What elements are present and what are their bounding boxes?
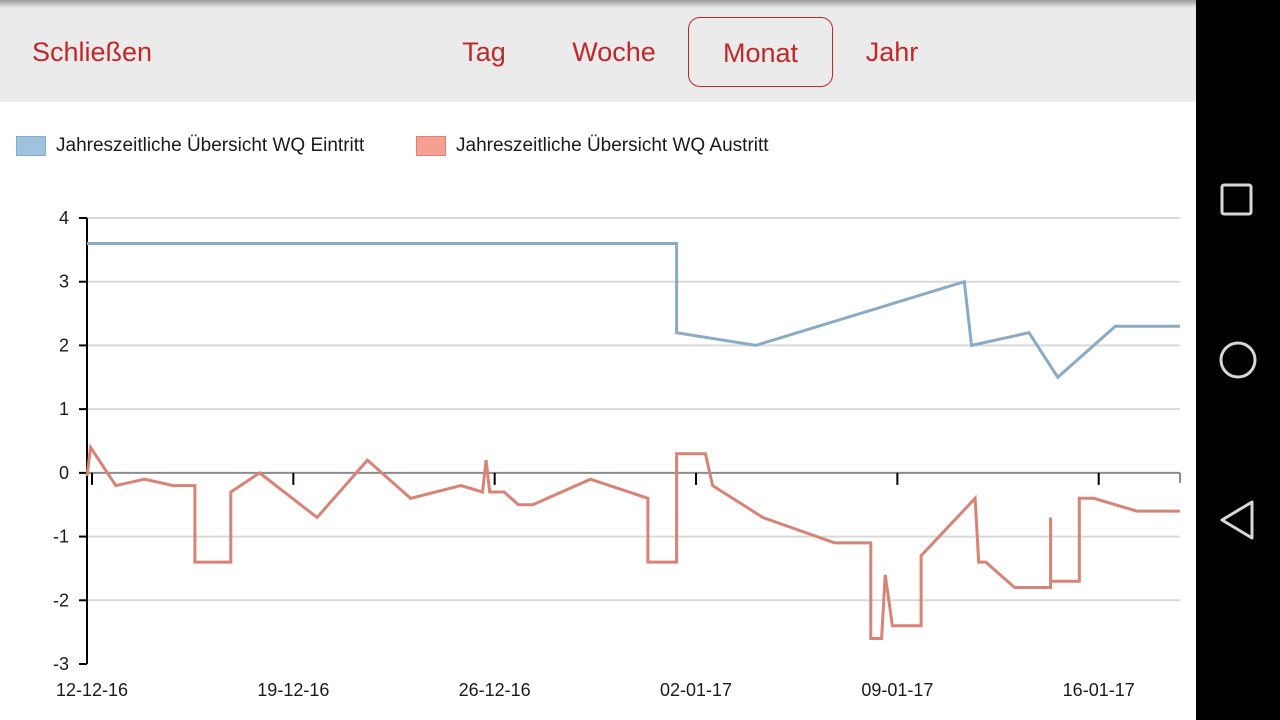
- legend-label-eintritt: Jahreszeitliche Übersicht WQ Eintritt: [56, 135, 365, 156]
- legend-label-austritt: Jahreszeitliche Übersicht WQ Austritt: [456, 135, 769, 156]
- series-line-1: [85, 443, 1180, 640]
- y-tick-label: -2: [53, 590, 69, 610]
- x-tick-label: 16-01-17: [1063, 680, 1135, 700]
- axes: [79, 217, 1181, 665]
- recents-square-icon: [1220, 183, 1253, 216]
- tab-month[interactable]: Monat: [688, 17, 833, 87]
- x-tick-label: 26-12-16: [459, 680, 531, 700]
- tab-week[interactable]: Woche: [572, 37, 656, 67]
- y-tick-label: 1: [59, 399, 69, 419]
- app-window: Schließen Tag Woche Monat Jahr Jahreszei…: [0, 0, 1196, 700]
- x-tick-label: 12-12-16: [56, 680, 128, 700]
- y-tick-label: -3: [53, 654, 69, 674]
- back-button[interactable]: [1196, 478, 1280, 562]
- home-circle-icon: [1219, 341, 1257, 379]
- x-tick-label: 02-01-17: [660, 680, 732, 700]
- top-toolbar: Schließen Tag Woche Monat Jahr: [0, 0, 1196, 102]
- y-tick-label: 2: [59, 335, 69, 355]
- line-chart: 4 3 2 1 0 -1 -2 -3 12-12-16 19-12-16 26-12-16 02-0…: [53, 208, 1181, 700]
- y-tick-label: -1: [53, 527, 69, 547]
- x-tick-label: 09-01-17: [861, 680, 933, 700]
- x-tick-label: 19-12-16: [257, 680, 329, 700]
- legend-swatch-eintritt: [16, 136, 46, 156]
- recents-button[interactable]: [1196, 158, 1280, 242]
- series-lines: [85, 242, 1180, 640]
- tab-day[interactable]: Tag: [462, 37, 506, 67]
- status-shadow: [0, 0, 1196, 8]
- y-tick-label: 0: [59, 463, 69, 483]
- series-line-0: [87, 242, 1180, 380]
- y-tick-label: 4: [59, 208, 69, 228]
- legend-swatch-austritt: [416, 136, 446, 156]
- tab-year[interactable]: Jahr: [865, 37, 919, 67]
- grid-lines: [87, 217, 1180, 602]
- y-tick-label: 3: [59, 272, 69, 292]
- x-tick-labels: 12-12-16 19-12-16 26-12-16 02-01-17 09-01-17…: [56, 680, 1135, 700]
- close-button[interactable]: Schließen: [32, 37, 153, 67]
- home-button[interactable]: [1196, 318, 1280, 402]
- back-triangle-icon: [1220, 500, 1254, 540]
- android-nav-bar: [1196, 0, 1280, 720]
- y-tick-labels: 4 3 2 1 0 -1 -2 -3: [53, 208, 69, 674]
